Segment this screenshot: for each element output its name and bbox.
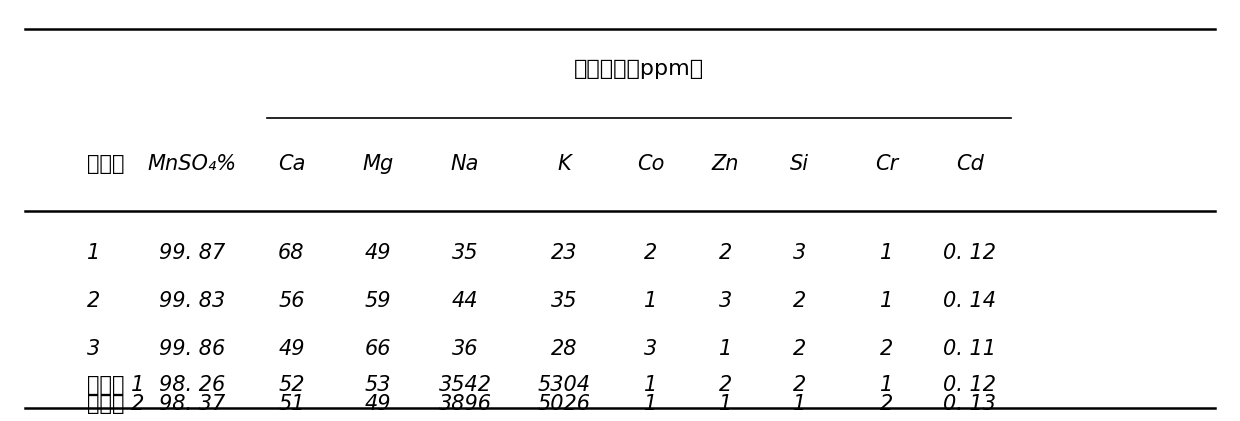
Text: 0. 14: 0. 14 [944,291,996,311]
Text: 5026: 5026 [538,394,590,414]
Text: Cr: Cr [875,154,898,174]
Text: 35: 35 [451,242,479,263]
Text: 2: 2 [880,394,893,414]
Text: 0. 12: 0. 12 [944,242,996,263]
Text: Zn: Zn [712,154,739,174]
Text: 3: 3 [719,291,732,311]
Text: 98. 26: 98. 26 [159,375,226,395]
Text: 49: 49 [365,394,392,414]
Text: 2: 2 [794,291,806,311]
Text: 59: 59 [365,291,392,311]
Text: 对比例 1: 对比例 1 [87,375,144,395]
Text: 49: 49 [365,242,392,263]
Text: K: K [557,154,572,174]
Text: 3896: 3896 [439,394,491,414]
Text: 3: 3 [645,339,657,360]
Text: 36: 36 [451,339,479,360]
Text: 3: 3 [87,339,100,360]
Text: Si: Si [790,154,810,174]
Text: 2: 2 [719,242,732,263]
Text: MnSO₄%: MnSO₄% [148,154,237,174]
Text: 52: 52 [278,375,305,395]
Text: Mg: Mg [362,154,394,174]
Text: 68: 68 [278,242,305,263]
Text: 2: 2 [794,375,806,395]
Text: 1: 1 [880,291,893,311]
Text: 0. 12: 0. 12 [944,375,996,395]
Text: 1: 1 [880,242,893,263]
Text: 1: 1 [719,394,732,414]
Text: 2: 2 [880,339,893,360]
Text: Na: Na [451,154,479,174]
Text: 1: 1 [880,375,893,395]
Text: 1: 1 [87,242,100,263]
Text: 实施例: 实施例 [87,154,124,174]
Text: 56: 56 [278,291,305,311]
Text: 99. 87: 99. 87 [159,242,226,263]
Text: Co: Co [637,154,665,174]
Text: 28: 28 [551,339,578,360]
Text: 1: 1 [645,394,657,414]
Text: 99. 83: 99. 83 [159,291,226,311]
Text: 44: 44 [451,291,479,311]
Text: 2: 2 [645,242,657,263]
Text: 35: 35 [551,291,578,311]
Text: 1: 1 [645,375,657,395]
Text: 1: 1 [645,291,657,311]
Text: 53: 53 [365,375,392,395]
Text: 99. 86: 99. 86 [159,339,226,360]
Text: 51: 51 [278,394,305,414]
Text: 1: 1 [794,394,806,414]
Text: 2: 2 [87,291,100,311]
Text: 49: 49 [278,339,305,360]
Text: 98. 37: 98. 37 [159,394,226,414]
Text: Ca: Ca [278,154,305,174]
Text: 3542: 3542 [439,375,491,395]
Text: 23: 23 [551,242,578,263]
Text: 3: 3 [794,242,806,263]
Text: 杂质含量（ppm）: 杂质含量（ppm） [574,59,703,80]
Text: 2: 2 [794,339,806,360]
Text: 5304: 5304 [538,375,590,395]
Text: 2: 2 [719,375,732,395]
Text: 0. 11: 0. 11 [944,339,996,360]
Text: 1: 1 [719,339,732,360]
Text: 对比例 2: 对比例 2 [87,394,144,414]
Text: Cd: Cd [956,154,983,174]
Text: 66: 66 [365,339,392,360]
Text: 0. 13: 0. 13 [944,394,996,414]
